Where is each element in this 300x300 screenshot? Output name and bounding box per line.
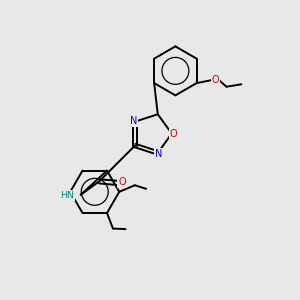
- Text: O: O: [169, 129, 177, 139]
- Text: O: O: [118, 177, 126, 187]
- Text: O: O: [212, 74, 219, 85]
- Text: N: N: [155, 149, 163, 159]
- Text: N: N: [130, 116, 138, 126]
- Text: HN: HN: [60, 191, 74, 200]
